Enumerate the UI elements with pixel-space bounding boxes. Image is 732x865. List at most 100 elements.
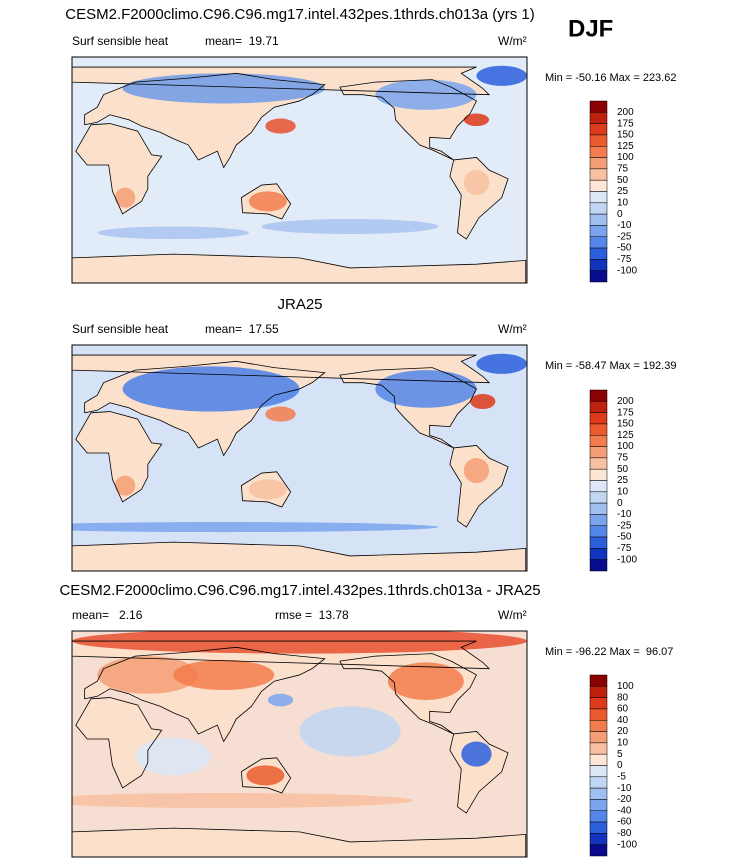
colorbar-box bbox=[589, 765, 608, 778]
coastline bbox=[449, 731, 509, 814]
colorbar-box bbox=[589, 457, 608, 470]
colorbar-label: -50 bbox=[617, 532, 632, 543]
map-field bbox=[267, 693, 294, 707]
colorbar-box bbox=[589, 502, 608, 515]
map-land bbox=[72, 542, 526, 571]
map-field bbox=[114, 187, 136, 208]
map-field bbox=[248, 191, 287, 212]
coastline bbox=[240, 471, 292, 508]
panel-left-label: Surf sensible heat bbox=[72, 34, 169, 48]
colorbar-label: -100 bbox=[617, 265, 637, 276]
colorbar-label: 40 bbox=[617, 715, 629, 726]
map-field bbox=[476, 65, 527, 86]
map-field bbox=[135, 737, 212, 776]
map-land bbox=[449, 445, 509, 528]
coastline bbox=[84, 646, 326, 743]
colorbar-box bbox=[589, 674, 608, 687]
map-field bbox=[463, 113, 490, 127]
coastline bbox=[72, 541, 527, 571]
colorbar-box bbox=[589, 559, 608, 572]
colorbar-label: 0 bbox=[617, 760, 623, 771]
colorbar-box bbox=[589, 844, 608, 857]
colorbar-box bbox=[589, 191, 608, 204]
colorbar-box bbox=[589, 697, 608, 710]
coastline bbox=[72, 640, 491, 670]
range-label: Min = -96.22 Max = 96.07 bbox=[545, 646, 673, 658]
coastline bbox=[339, 367, 477, 449]
panel-title: JRA25 bbox=[277, 296, 322, 313]
colorbar-label: 50 bbox=[617, 175, 629, 186]
map-field bbox=[72, 792, 414, 809]
coastline bbox=[72, 827, 527, 857]
colorbar-box bbox=[589, 401, 608, 413]
map-land bbox=[72, 355, 490, 383]
map-field bbox=[470, 393, 496, 410]
map-field bbox=[122, 73, 325, 104]
coastline bbox=[339, 653, 477, 735]
coastline bbox=[75, 411, 163, 503]
map-field bbox=[246, 765, 285, 786]
colorbar-box bbox=[589, 548, 608, 560]
colorbar-box bbox=[589, 389, 608, 402]
panel-center-label: mean= 19.71 bbox=[205, 34, 279, 48]
colorbar-label: 125 bbox=[617, 141, 634, 152]
colorbar-box bbox=[589, 708, 608, 721]
colorbar-box bbox=[589, 202, 608, 215]
panel-units: W/m² bbox=[498, 34, 527, 48]
range-label: Min = -58.47 Max = 192.39 bbox=[545, 360, 676, 372]
map-land bbox=[75, 123, 162, 214]
map-field bbox=[265, 406, 296, 422]
colorbar-box bbox=[589, 821, 608, 834]
colorbar-box bbox=[589, 799, 608, 811]
colorbar-label: 125 bbox=[617, 430, 634, 441]
colorbar-label: 10 bbox=[617, 486, 629, 497]
colorbar-box bbox=[589, 259, 608, 271]
colorbar-label: 150 bbox=[617, 419, 634, 430]
colorbar-box bbox=[589, 412, 608, 425]
panel-center-label: mean= 17.55 bbox=[205, 322, 279, 336]
colorbar-label: 20 bbox=[617, 726, 629, 737]
colorbar-label: 100 bbox=[617, 441, 634, 452]
panel-title: CESM2.F2000climo.C96.C96.mg17.intel.432p… bbox=[59, 582, 540, 599]
colorbar-box bbox=[589, 112, 608, 124]
colorbar-label: -10 bbox=[617, 509, 632, 520]
map-field bbox=[476, 353, 527, 374]
map bbox=[72, 57, 527, 283]
colorbar-label: 80 bbox=[617, 692, 629, 703]
colorbar-label: -60 bbox=[617, 817, 632, 828]
colorbar-label: 0 bbox=[617, 498, 623, 509]
colorbar-label: -50 bbox=[617, 243, 632, 254]
colorbar-label: -40 bbox=[617, 805, 632, 816]
colorbar-label: -25 bbox=[617, 520, 632, 531]
colorbar-label: -75 bbox=[617, 543, 632, 554]
coastline bbox=[72, 354, 491, 384]
map-field bbox=[97, 656, 199, 694]
map-field bbox=[387, 662, 464, 701]
coastline bbox=[75, 123, 163, 215]
map-field bbox=[375, 370, 477, 408]
map-field bbox=[72, 631, 527, 654]
colorbar-box bbox=[589, 731, 608, 744]
colorbar-box bbox=[589, 787, 608, 800]
map-field bbox=[248, 479, 287, 500]
colorbar-label: -10 bbox=[617, 220, 632, 231]
colorbar-box bbox=[589, 525, 608, 538]
colorbar-label: 10 bbox=[617, 197, 629, 208]
colorbar-label: 10 bbox=[617, 738, 629, 749]
map-field bbox=[173, 659, 275, 691]
colorbar-box bbox=[589, 776, 608, 789]
map-land bbox=[72, 254, 526, 283]
map-field bbox=[72, 522, 439, 533]
colorbar-box bbox=[589, 435, 608, 447]
map-land bbox=[72, 828, 526, 857]
colorbar-label: 25 bbox=[617, 186, 629, 197]
map-field bbox=[265, 118, 296, 134]
colorbar-label: 60 bbox=[617, 704, 629, 715]
map-frame bbox=[71, 56, 528, 284]
coastline bbox=[72, 66, 491, 96]
map-field bbox=[463, 170, 490, 196]
colorbar-label: 5 bbox=[617, 749, 623, 760]
coastline bbox=[339, 79, 477, 161]
colorbar-box bbox=[589, 468, 608, 481]
